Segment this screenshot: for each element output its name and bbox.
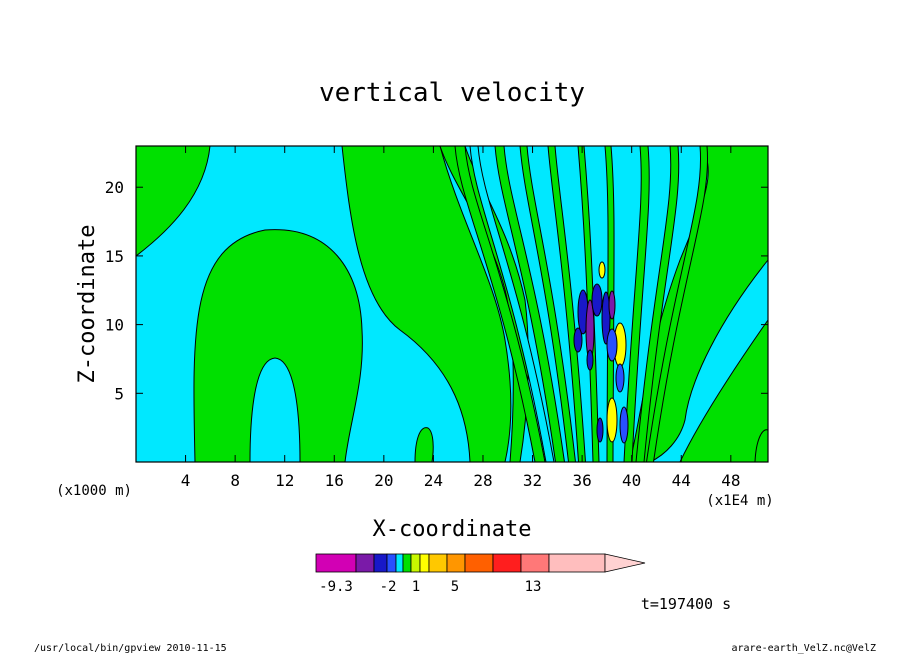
colorbar-label: -2	[380, 579, 397, 595]
colorbar-swatch	[428, 553, 448, 573]
x-tick-label: 8	[230, 471, 240, 490]
y-axis-ticks: 5 10 15 20	[105, 178, 768, 403]
colorbar: -9.3 -2 1 5 13	[315, 553, 646, 595]
y-tick-label: 20	[105, 178, 124, 197]
x-tick-label: 20	[374, 471, 393, 490]
colorbar-swatch	[373, 553, 388, 573]
contour-cell	[601, 291, 611, 345]
colorbar-label: 13	[525, 579, 542, 595]
footer-left: /usr/local/bin/gpview 2010-11-15	[34, 643, 227, 654]
colorbar-swatch	[548, 553, 606, 573]
colorbar-swatch	[520, 553, 550, 573]
y-tick-label: 10	[105, 316, 124, 335]
contour-cell	[606, 328, 618, 362]
contour-cell	[586, 349, 594, 371]
colorbar-swatch	[446, 553, 466, 573]
x-unit-label-right: (x1E4 m)	[706, 493, 773, 509]
colorbar-swatch	[410, 553, 421, 573]
colorbar-label: 5	[451, 579, 459, 595]
colorbar-swatch	[355, 553, 375, 573]
x-tick-label: 32	[523, 471, 542, 490]
colorbar-swatch	[386, 553, 397, 573]
x-tick-label: 4	[181, 471, 191, 490]
contour-cell	[591, 283, 603, 317]
contour-cell	[615, 363, 625, 393]
x-tick-label: 12	[275, 471, 294, 490]
colorbar-extension	[604, 553, 646, 573]
x-tick-label: 16	[325, 471, 344, 490]
x-tick-label: 28	[473, 471, 492, 490]
plot-frame	[135, 145, 769, 463]
colorbar-swatch	[419, 553, 430, 573]
colorbar-swatch	[315, 553, 357, 573]
x-tick-label: 24	[424, 471, 443, 490]
x-tick-label: 48	[721, 471, 740, 490]
contour-cell	[606, 397, 618, 443]
y-tick-label: 5	[114, 384, 124, 403]
x-axis-ticks: 4 8 12 16 20 24 28 32 36 40 44 48	[181, 146, 740, 490]
contour-cell	[596, 417, 604, 443]
colorbar-swatch	[464, 553, 494, 573]
contour-cell	[619, 406, 629, 444]
y-axis-label: Z-coordinate	[75, 225, 100, 384]
x-tick-label: 36	[572, 471, 591, 490]
colorbar-label: -9.3	[319, 579, 353, 595]
contour-region-small-blob	[414, 427, 434, 463]
timestamp-label: t=197400 s	[641, 595, 731, 613]
chart-title: vertical velocity	[319, 78, 585, 108]
contour-cell	[573, 327, 583, 353]
footer-right: arare-earth_VelZ.nc@VelZ	[732, 643, 877, 654]
colorbar-label: 1	[412, 579, 420, 595]
colorbar-swatch	[402, 553, 412, 573]
x-tick-label: 44	[672, 471, 691, 490]
contour-region-left-top	[135, 145, 211, 258]
colorbar-swatch	[395, 553, 404, 573]
contour-cell	[598, 261, 606, 279]
x-unit-label-left: (x1000 m)	[56, 483, 132, 499]
contour-region-left-arch	[193, 229, 363, 463]
colorbar-swatch	[492, 553, 522, 573]
x-axis-label: X-coordinate	[373, 517, 532, 542]
x-tick-label: 40	[622, 471, 641, 490]
contour-cell	[608, 290, 616, 320]
y-tick-label: 15	[105, 247, 124, 266]
